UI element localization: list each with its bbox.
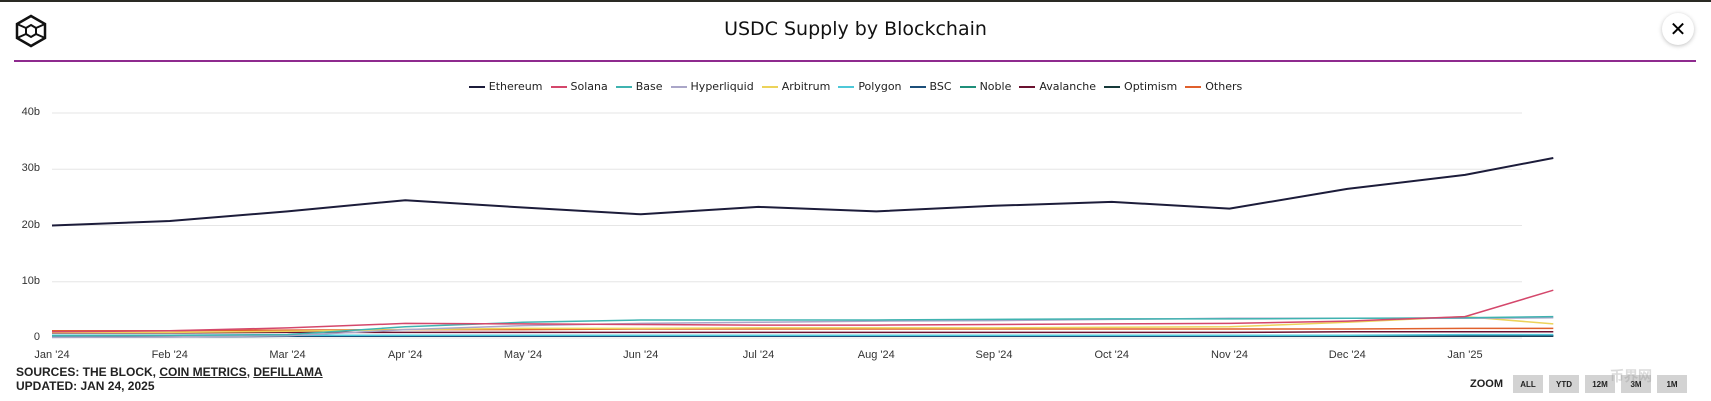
watermark-logo: 币界网 xyxy=(1610,369,1652,385)
legend-item-polygon[interactable]: Polygon xyxy=(838,80,902,93)
legend-swatch xyxy=(468,85,485,88)
coin-metrics-link[interactable]: COIN METRICS xyxy=(159,365,247,379)
zoom-ytd-button[interactable]: YTD xyxy=(1549,375,1579,393)
zoom-label: ZOOM xyxy=(1470,378,1503,390)
legend-swatch xyxy=(909,85,926,88)
y-tick-label: 40b xyxy=(21,106,40,118)
legend-item-noble[interactable]: Noble xyxy=(959,80,1012,93)
zoom-controls: ZOOM ALL YTD 12M 3M 1M xyxy=(1470,375,1687,393)
x-tick-label: Aug '24 xyxy=(857,349,895,361)
legend-label: Optimism xyxy=(1124,80,1178,93)
series-line-ethereum xyxy=(51,157,1554,227)
x-tick-label: Mar '24 xyxy=(269,349,306,361)
legend-label: Hyperliquid xyxy=(690,80,754,93)
legend-swatch xyxy=(670,85,687,88)
y-tick-label: 0 xyxy=(33,331,40,343)
legend-swatch xyxy=(838,85,855,88)
legend-swatch xyxy=(761,85,778,88)
x-tick-label: Jul '24 xyxy=(742,349,775,361)
chart-title: USDC Supply by Blockchain xyxy=(724,18,987,40)
x-tick-label: Feb '24 xyxy=(151,349,188,361)
updated-date: UPDATED: JAN 24, 2025 xyxy=(16,379,155,393)
legend-item-others[interactable]: Others xyxy=(1185,80,1242,93)
zoom-12m-button[interactable]: 12M xyxy=(1585,375,1615,393)
legend-item-arbitrum[interactable]: Arbitrum xyxy=(761,80,831,93)
top-border xyxy=(0,0,1711,2)
x-tick-label: Oct '24 xyxy=(1094,349,1130,361)
legend-label: Polygon xyxy=(858,80,902,93)
legend-item-avalanche[interactable]: Avalanche xyxy=(1019,80,1096,93)
legend-label: Solana xyxy=(570,80,608,93)
legend-swatch xyxy=(615,85,632,88)
sources-separator: , xyxy=(246,365,254,379)
y-tick-label: 10b xyxy=(21,274,40,287)
legend-item-ethereum[interactable]: Ethereum xyxy=(468,80,543,93)
sources-prefix: SOURCES: THE BLOCK, xyxy=(16,365,160,379)
y-tick-label: 30b xyxy=(21,162,40,175)
x-tick-label: Jan '25 xyxy=(1447,349,1483,361)
series-line-solana xyxy=(51,289,1554,333)
x-tick-label: Jan '24 xyxy=(34,349,70,361)
legend-swatch xyxy=(1185,85,1202,88)
legend-item-base[interactable]: Base xyxy=(615,80,663,93)
legend-swatch xyxy=(550,85,567,88)
legend-item-hyperliquid[interactable]: Hyperliquid xyxy=(670,80,754,93)
legend-item-optimism[interactable]: Optimism xyxy=(1104,80,1177,93)
x-tick-label: Nov '24 xyxy=(1211,349,1248,361)
close-icon[interactable]: ✕ xyxy=(1669,17,1687,41)
title-divider xyxy=(14,60,1696,62)
legend-label: Others xyxy=(1205,80,1243,93)
zoom-1m-button[interactable]: 1M xyxy=(1657,375,1687,393)
y-tick-label: 20b xyxy=(21,218,40,231)
legend-label: Ethereum xyxy=(488,80,543,93)
x-tick-label: Jun '24 xyxy=(623,349,659,361)
legend-item-bsc[interactable]: BSC xyxy=(909,80,952,93)
legend-label: Arbitrum xyxy=(781,80,831,93)
the-block-logo-icon xyxy=(15,14,47,48)
legend-label: Avalanche xyxy=(1039,80,1097,93)
legend-label: Base xyxy=(635,80,663,93)
x-tick-label: Apr '24 xyxy=(387,349,423,361)
x-tick-label: Dec '24 xyxy=(1328,349,1366,361)
sources-note: SOURCES: THE BLOCK, COIN METRICS, DEFILL… xyxy=(16,365,323,393)
close-button[interactable]: ✕ xyxy=(1662,13,1694,45)
legend-label: Noble xyxy=(979,80,1012,93)
legend-label: BSC xyxy=(929,80,952,93)
chart-legend: Ethereum Solana Base Hyperliquid Arbitrum Pol… xyxy=(0,80,1711,93)
zoom-3m-button[interactable]: 3M xyxy=(1621,375,1651,393)
x-tick-label: May '24 xyxy=(503,349,543,361)
x-tick-label: Sep '24 xyxy=(975,349,1013,361)
defillama-link[interactable]: DEFILLAMA xyxy=(253,365,323,379)
legend-item-solana[interactable]: Solana xyxy=(550,80,608,93)
legend-swatch xyxy=(1104,85,1121,88)
series-line-avalanche xyxy=(52,331,1554,334)
legend-swatch xyxy=(1019,85,1036,88)
series-line-base xyxy=(51,315,1554,337)
legend-swatch xyxy=(959,85,976,88)
series-line-arbitrum xyxy=(52,315,1554,334)
zoom-all-button[interactable]: ALL xyxy=(1513,375,1543,393)
series-line-others xyxy=(52,327,1554,332)
